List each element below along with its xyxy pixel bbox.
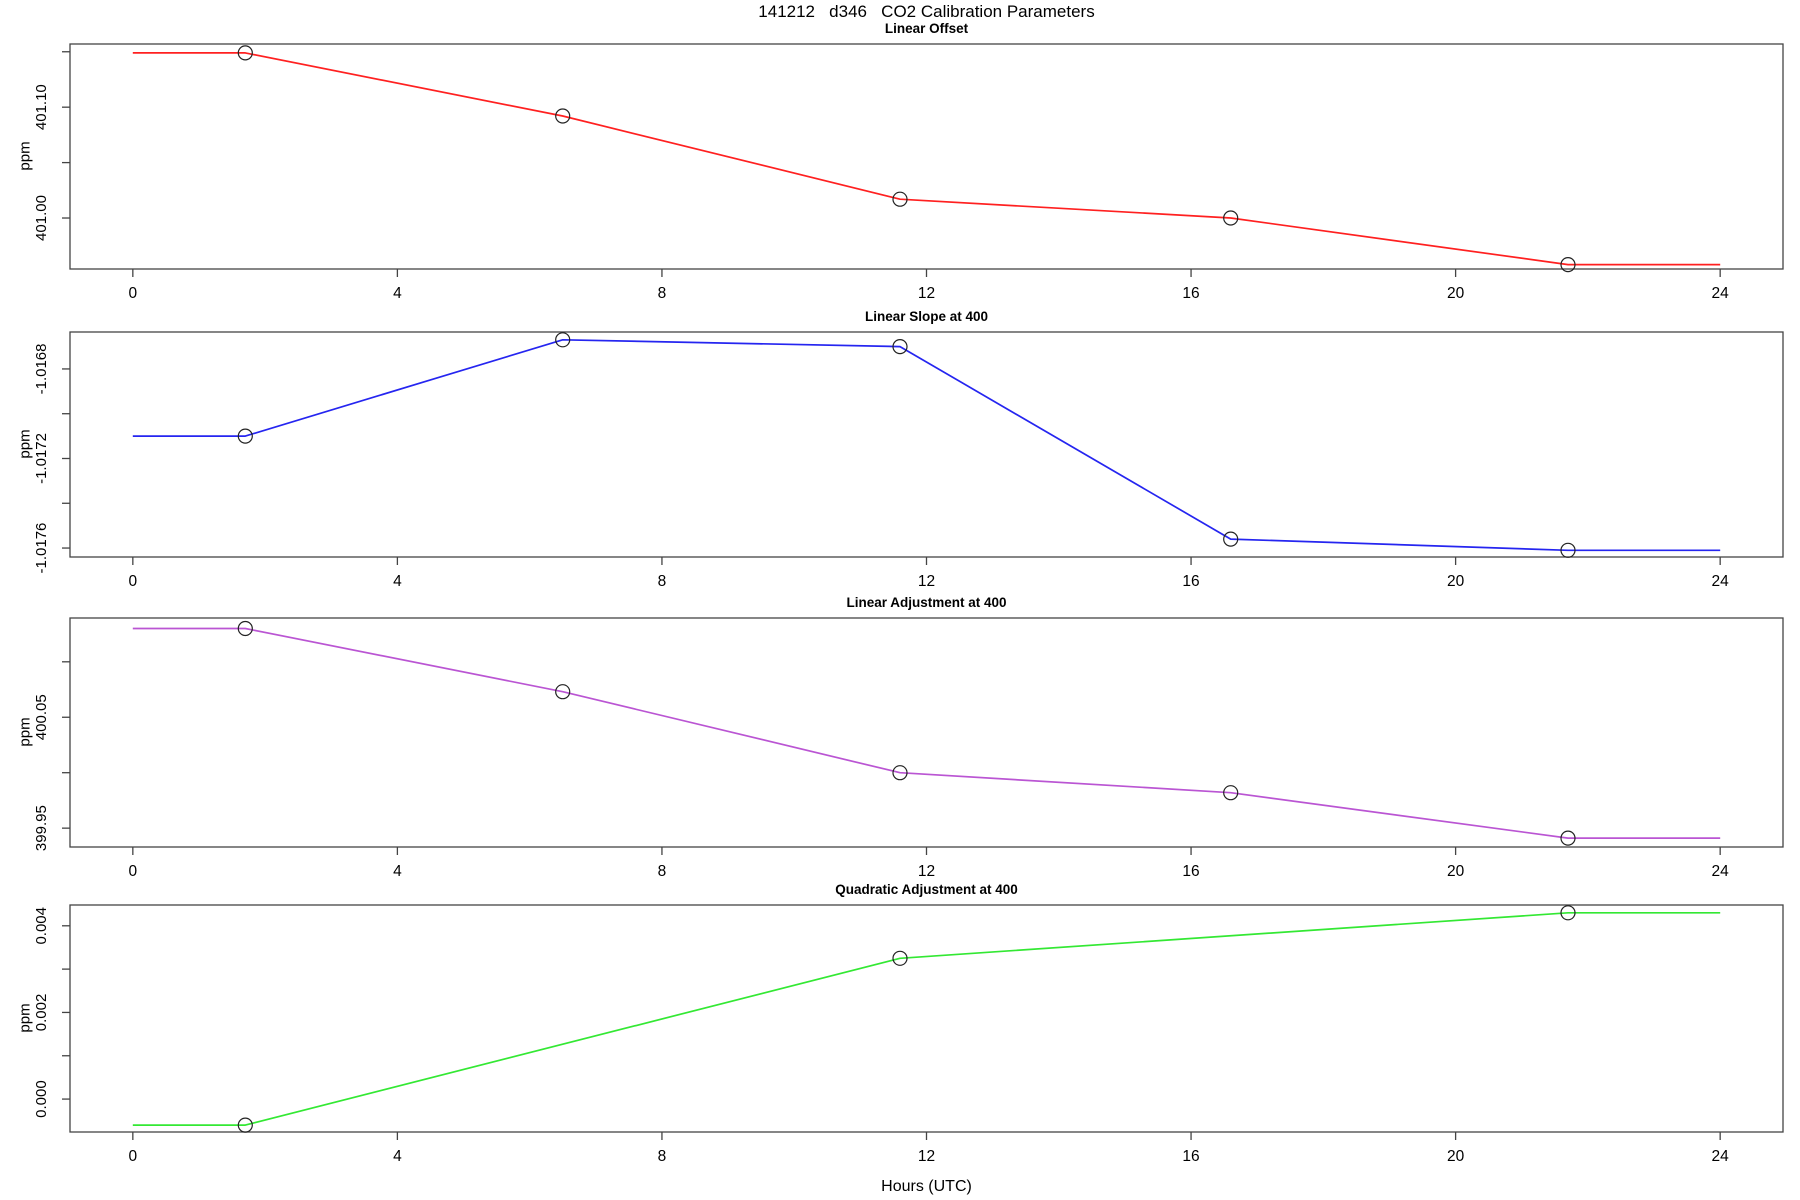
data-point-marker: [237, 45, 253, 61]
data-point-marker: [1560, 830, 1576, 846]
data-point-marker: [892, 765, 908, 781]
panel-4: 0.004 0.002 0.000 0 4 8 12 16 20 24: [33, 904, 1784, 1165]
data-point-marker: [237, 428, 253, 444]
panel-box: [69, 43, 1784, 270]
y-axis-label-panel-3: ppm: [16, 717, 34, 747]
x-tick-label: 0: [129, 573, 138, 590]
x-tick-label: 4: [393, 1148, 402, 1165]
x-tick-label: 8: [658, 863, 667, 880]
x-tick-label: 0: [129, 1148, 138, 1165]
y-axis-ticks: 400.05 399.95: [33, 661, 70, 851]
x-axis-label: Hours (UTC): [881, 1178, 972, 1195]
x-tick-label: 0: [129, 863, 138, 880]
x-tick-label: 12: [918, 573, 935, 590]
x-tick-label: 16: [1182, 573, 1199, 590]
data-point-marker: [555, 108, 571, 124]
series-line: [132, 52, 1721, 266]
x-tick-label: 24: [1712, 285, 1730, 302]
data-point-marker: [555, 332, 571, 348]
x-tick-label: 8: [658, 1148, 667, 1165]
panel-title-quadratic-adjustment: Quadratic Adjustment at 400: [835, 882, 1018, 897]
data-points: [237, 905, 1576, 1133]
data-point-marker: [892, 339, 908, 355]
panel-title-linear-slope: Linear Slope at 400: [864, 309, 989, 324]
x-tick-label: 12: [918, 285, 935, 302]
x-axis-ticks: 0 4 8 12 16 20 24: [129, 1132, 1730, 1165]
data-point-marker: [892, 191, 908, 207]
x-tick-label: 16: [1182, 285, 1199, 302]
panel-box: [69, 904, 1784, 1133]
y-tick-label: 399.95: [33, 805, 50, 851]
y-axis-ticks: 401.10 401.00: [33, 51, 70, 241]
panel-box: [69, 617, 1784, 848]
y-tick-label: 400.05: [33, 694, 50, 740]
x-tick-label: 20: [1447, 573, 1465, 590]
x-tick-label: 20: [1447, 863, 1465, 880]
data-points: [237, 332, 1576, 558]
y-axis-label-panel-2: ppm: [16, 429, 34, 459]
y-axis-label-panel-4: ppm: [16, 1003, 34, 1033]
data-point-marker: [892, 950, 908, 966]
x-tick-label: 4: [393, 285, 402, 302]
x-tick-label: 20: [1447, 1148, 1465, 1165]
x-tick-label: 12: [918, 1148, 935, 1165]
panel-3: 400.05 399.95 0 4 8 12 16 20 24: [33, 617, 1784, 880]
x-tick-label: 24: [1712, 863, 1730, 880]
data-point-marker: [237, 620, 253, 637]
series-line: [132, 627, 1721, 839]
x-tick-label: 24: [1712, 1148, 1730, 1165]
data-point-marker: [1223, 210, 1239, 226]
data-point-marker: [237, 1117, 253, 1133]
x-tick-label: 4: [393, 573, 402, 590]
panel-1: 401.10 401.00 0 4 8 12 16 20 24: [33, 43, 1784, 302]
series-line: [132, 911, 1721, 1126]
series-line: [132, 338, 1721, 552]
x-tick-label: 20: [1447, 285, 1465, 302]
y-tick-label: 401.00: [33, 195, 50, 241]
panel-2: -1.0168 -1.0172 -1.0176 0 4 8 12 16 20 24: [33, 331, 1784, 590]
x-tick-label: 16: [1182, 1148, 1199, 1165]
x-axis-ticks: 0 4 8 12 16 20 24: [129, 847, 1730, 880]
y-tick-label: 0.004: [33, 907, 50, 945]
x-axis-ticks: 0 4 8 12 16 20 24: [129, 557, 1730, 590]
y-tick-label: -1.0168: [33, 344, 50, 395]
data-points: [237, 45, 1576, 273]
data-point-marker: [555, 684, 571, 700]
x-tick-label: 12: [918, 863, 935, 880]
y-axis-label-panel-1: ppm: [16, 141, 34, 171]
y-tick-label: 0.000: [33, 1080, 50, 1118]
data-points: [237, 620, 1576, 846]
data-point-marker: [1223, 785, 1239, 801]
data-point-marker: [1223, 531, 1239, 547]
x-tick-label: 0: [129, 285, 138, 302]
data-point-marker: [1560, 257, 1576, 273]
y-tick-label: -1.0172: [33, 433, 50, 484]
y-axis-ticks: 0.004 0.002 0.000: [33, 907, 70, 1118]
y-tick-label: 401.10: [33, 84, 50, 130]
x-tick-label: 8: [658, 285, 667, 302]
x-tick-label: 16: [1182, 863, 1199, 880]
panel-box: [69, 331, 1784, 558]
data-point-marker: [1560, 905, 1576, 921]
y-tick-label: -1.0176: [33, 523, 50, 574]
page-title: 141212 d346 CO2 Calibration Parameters: [758, 2, 1095, 21]
x-tick-label: 24: [1712, 573, 1730, 590]
panel-title-linear-adjustment: Linear Adjustment at 400: [846, 595, 1007, 610]
x-axis-ticks: 0 4 8 12 16 20 24: [129, 269, 1730, 302]
x-tick-label: 8: [658, 573, 667, 590]
panel-title-linear-offset: Linear Offset: [884, 21, 969, 36]
x-tick-label: 4: [393, 863, 402, 880]
data-point-marker: [1560, 542, 1576, 558]
y-axis-ticks: -1.0168 -1.0172 -1.0176: [33, 344, 70, 574]
y-tick-label: 0.002: [33, 994, 50, 1032]
